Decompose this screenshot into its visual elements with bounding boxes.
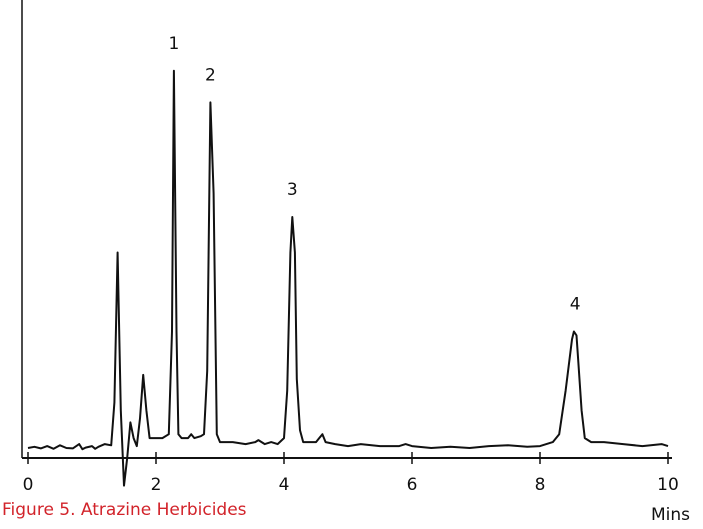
x-tick-label-5: 10 <box>657 475 679 495</box>
figure-caption: Figure 5. Atrazine Herbicides <box>2 500 247 520</box>
peak-label-1: 1 <box>169 34 180 54</box>
x-tick-label-2: 4 <box>279 475 290 495</box>
x-axis-title: Mins <box>651 505 690 525</box>
peak-label-4: 4 <box>570 295 581 315</box>
x-tick-label-1: 2 <box>151 475 162 495</box>
x-tick-label-0: 0 <box>23 475 34 495</box>
peak-label-3: 3 <box>287 180 298 200</box>
peak-label-2: 2 <box>205 65 216 85</box>
chromatogram-trace-0 <box>27 69 669 487</box>
x-tick-label-4: 8 <box>535 475 546 495</box>
x-tick-label-3: 6 <box>407 475 418 495</box>
